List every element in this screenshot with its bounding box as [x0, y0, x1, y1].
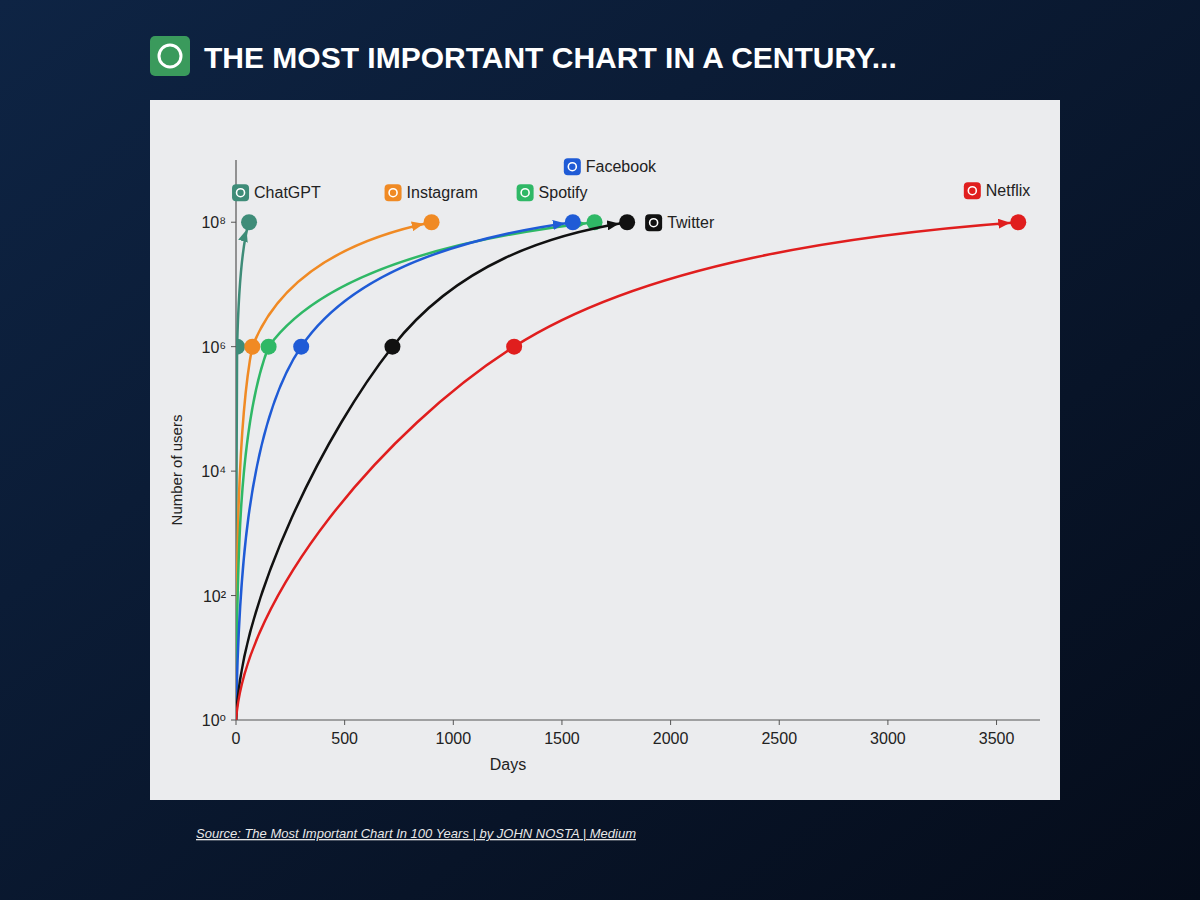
- data-point: [261, 339, 277, 355]
- series-line: [236, 222, 595, 720]
- x-tick-label: 3500: [979, 730, 1015, 747]
- series-icon: [964, 182, 981, 199]
- x-tick-label: 1500: [544, 730, 580, 747]
- y-tick-label: 10⁴: [201, 463, 226, 480]
- data-point: [293, 339, 309, 355]
- series-name: Twitter: [667, 214, 715, 231]
- series-line: [236, 222, 627, 720]
- data-point: [384, 339, 400, 355]
- x-tick: [887, 720, 888, 725]
- series-name: Facebook: [586, 158, 657, 175]
- title: THE MOST IMPORTANT CHART IN A CENTURY...: [204, 41, 897, 74]
- series-name: Instagram: [407, 184, 478, 201]
- series-name: Spotify: [539, 184, 588, 201]
- series-icon-mark: [568, 163, 576, 171]
- x-tick: [670, 720, 671, 725]
- series-icon-mark: [389, 189, 397, 197]
- series-icon: [517, 184, 534, 201]
- series-line: [236, 222, 573, 720]
- data-point: [506, 339, 522, 355]
- x-tick-label: 2500: [761, 730, 797, 747]
- source: Source: The Most Important Chart In 100 …: [196, 826, 636, 841]
- background: [0, 0, 1200, 900]
- y-tick-label: 10⁶: [202, 339, 226, 356]
- x-tick: [236, 720, 237, 725]
- x-axis-title: Days: [490, 756, 526, 773]
- x-tick-label: 1000: [436, 730, 472, 747]
- y-tick: [231, 471, 236, 472]
- series-icon-mark: [650, 219, 658, 227]
- data-point: [241, 214, 257, 230]
- y-axis-title: Number of users: [168, 415, 185, 526]
- series-icon: [232, 184, 249, 201]
- y-tick: [231, 222, 236, 223]
- series-line: [236, 222, 432, 720]
- chart-root: THE MOST IMPORTANT CHART IN A CENTURY...…: [0, 0, 1200, 900]
- x-tick-label: 500: [331, 730, 358, 747]
- y-tick: [231, 595, 236, 596]
- y-tick-label: 10⁰: [202, 712, 226, 729]
- data-point: [424, 214, 440, 230]
- series-label: ChatGPT: [232, 184, 321, 201]
- y-tick: [231, 346, 236, 347]
- data-point: [236, 339, 245, 355]
- x-tick: [561, 720, 562, 725]
- data-point: [619, 214, 635, 230]
- x-axis-line: [236, 719, 1040, 720]
- series-name: Netflix: [986, 182, 1030, 199]
- x-tick-label: 3000: [870, 730, 906, 747]
- series-icon-mark: [237, 189, 245, 197]
- series-label: Twitter: [645, 214, 715, 231]
- series-label: Spotify: [517, 184, 588, 201]
- plot-panel: [150, 100, 1060, 800]
- series-label: Facebook: [564, 158, 657, 175]
- logo: [150, 36, 190, 76]
- x-tick-label: 0: [232, 730, 241, 747]
- y-tick-label: 10²: [203, 588, 227, 605]
- series-line: [236, 222, 1018, 720]
- x-tick: [453, 720, 454, 725]
- series-icon: [645, 214, 662, 231]
- series-icon-mark: [521, 189, 529, 197]
- series-icon-mark: [968, 187, 976, 195]
- logo-mark: [159, 45, 181, 67]
- data-point: [565, 214, 581, 230]
- x-tick: [996, 720, 997, 725]
- series-label: Instagram: [385, 184, 478, 201]
- x-tick-label: 2000: [653, 730, 689, 747]
- series-label: Netflix: [964, 182, 1030, 199]
- x-tick: [779, 720, 780, 725]
- y-tick: [231, 720, 236, 721]
- series-name: ChatGPT: [254, 184, 321, 201]
- plot-data: [236, 214, 1026, 720]
- data-point: [1010, 214, 1026, 230]
- series-icon: [564, 158, 581, 175]
- data-point: [244, 339, 260, 355]
- x-tick: [344, 720, 345, 725]
- y-tick-label: 10⁸: [201, 214, 226, 231]
- series-icon: [385, 184, 402, 201]
